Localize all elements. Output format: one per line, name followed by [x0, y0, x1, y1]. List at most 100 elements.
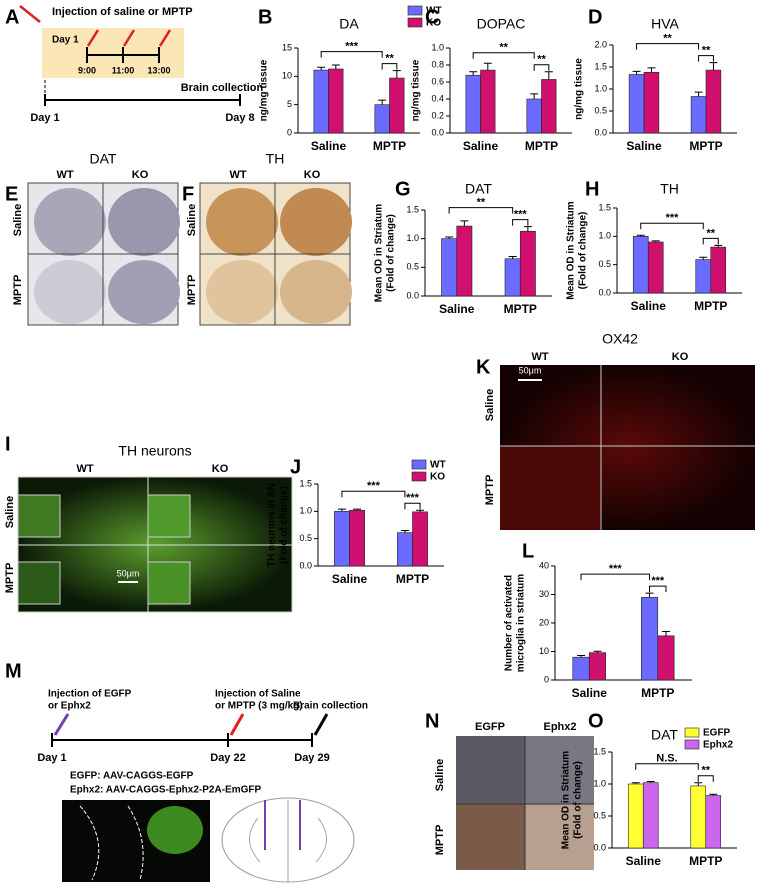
legend-label: KO: [426, 18, 441, 29]
y-tick-label: 1.5: [299, 478, 312, 488]
divider: [200, 183, 350, 325]
error-bar: [508, 255, 517, 259]
row-label: Saline: [12, 204, 24, 236]
panel-letter: H: [585, 178, 599, 200]
label: Day 8: [225, 112, 254, 124]
y-tick-label: 0.0: [593, 842, 606, 852]
significance-label: **: [663, 33, 672, 45]
ticks: [51, 733, 313, 747]
row-label: MPTP: [186, 275, 198, 306]
x-tick-label: Saline: [439, 302, 475, 316]
bar: [374, 104, 390, 134]
y-tick-label: 0.5: [598, 259, 611, 269]
x-tick-label: MPTP: [689, 854, 722, 868]
legend-label: KO: [430, 472, 445, 483]
legend-swatch: [684, 727, 700, 738]
y-tick-label: 0.5: [594, 105, 607, 115]
row-label: Saline: [434, 759, 446, 791]
x-tick-label: MPTP: [504, 302, 537, 316]
arrow: [19, 5, 41, 23]
col-label: WT: [229, 169, 246, 181]
error-bar: [651, 240, 660, 242]
legend-label: WT: [430, 460, 446, 471]
bar: [456, 225, 473, 297]
bar: [705, 795, 722, 849]
significance-bracket: [635, 763, 699, 770]
bar: [710, 246, 727, 294]
label: or Ephx2: [48, 701, 91, 712]
error-bar: [647, 67, 656, 73]
error-bar: [353, 508, 362, 511]
error-bar: [699, 256, 708, 260]
image-k: OX42 WT KO Saline MPTP 50μm: [484, 331, 755, 530]
scale-label: 50μm: [117, 568, 140, 578]
bar: [328, 68, 344, 134]
y-tick-label: 1.0: [594, 83, 607, 93]
title: TH neurons: [118, 443, 191, 459]
error-bar: [378, 99, 387, 105]
legend-label: EGFP: [703, 728, 731, 739]
panel-letter: F: [182, 183, 194, 205]
panel-letter: A: [5, 6, 19, 28]
significance-label: ***: [651, 575, 665, 587]
injection-tracks: [264, 800, 301, 850]
label: EGFP: AAV-CAGGS-EGFP: [70, 771, 194, 782]
panel-letter: G: [395, 178, 411, 200]
striatum: [280, 260, 352, 324]
label: Day 1: [37, 752, 66, 764]
x-tick-label: MPTP: [641, 686, 674, 700]
inset: [147, 494, 191, 538]
timeline-a: Injection of saline or MPTP Day 1 9:00 1…: [19, 5, 264, 124]
x-tick-label: Saline: [631, 299, 667, 313]
y-tick-label: 40: [539, 560, 549, 570]
significance-label: ***: [367, 480, 381, 492]
day-box: [42, 28, 184, 78]
label: Day 22: [210, 752, 245, 764]
bar: [465, 74, 481, 134]
time: 11:00: [112, 65, 135, 75]
error-bar: [523, 226, 532, 232]
significance-bracket: [320, 51, 383, 58]
bar: [389, 77, 405, 134]
y-tick-label: 1.0: [593, 778, 606, 788]
row-label: Saline: [484, 389, 496, 421]
significance-bracket: [341, 490, 406, 498]
x-tick-label: MPTP: [689, 139, 722, 153]
col-label: KO: [212, 463, 229, 475]
significance-label: **: [477, 197, 486, 209]
title: TH: [266, 151, 285, 167]
significance-label: N.S.: [656, 753, 677, 765]
significance-bracket: [381, 63, 398, 70]
label: or MPTP (3 mg/kg): [215, 701, 303, 712]
bar: [632, 236, 649, 294]
significance-bracket: [698, 55, 714, 62]
significance-bracket: [512, 219, 529, 226]
panel-letter: J: [290, 456, 301, 478]
y-tick-label: 0: [287, 127, 292, 137]
panel-letter: K: [476, 356, 491, 378]
y-axis-label: ng/mg tissue: [574, 58, 585, 120]
y-tick-label: 10: [282, 71, 292, 81]
y-tick-label: 10: [539, 646, 549, 656]
micrograph: [525, 804, 594, 870]
col-label: KO: [672, 351, 689, 363]
bar: [643, 71, 660, 134]
error-bar: [694, 782, 703, 786]
significance-label: **: [385, 53, 394, 65]
striatum: [206, 188, 278, 256]
y-axis-label: Mean OD in Striatum: [566, 201, 577, 299]
x-tick-label: Saline: [463, 139, 499, 153]
label: Day 29: [294, 752, 329, 764]
x-tick-label: Saline: [626, 139, 662, 153]
striatum: [108, 260, 180, 324]
label: Brain collection: [181, 82, 264, 94]
chart-title: DA: [339, 16, 359, 32]
bar: [647, 241, 664, 294]
y-tick-label: 1.0: [431, 42, 444, 52]
error-bar: [714, 244, 723, 248]
image-e: DAT WT KO Saline MPTP: [12, 151, 180, 326]
micrograph: [456, 804, 525, 870]
y-tick-label: 1.5: [598, 202, 611, 212]
bar: [349, 509, 365, 567]
